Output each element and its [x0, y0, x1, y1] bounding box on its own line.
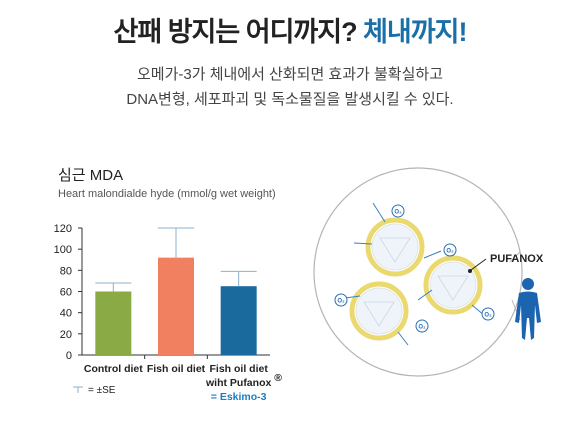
y-tick-label: 60	[60, 287, 72, 299]
o2-label-2: O₂	[446, 249, 454, 255]
o2-bubble-2: O₂	[443, 243, 457, 257]
x-category-label: Fish oil diet	[147, 363, 206, 375]
x-category-label: wiht Pufanox	[205, 377, 271, 389]
capsule-bottom	[349, 281, 409, 341]
description-line-2: DNA변형, 세포파괴 및 독소물질을 발생시킬 수 있다.	[126, 91, 454, 108]
x-category-label: Control diet	[84, 363, 143, 375]
y-tick-label: 0	[66, 350, 72, 362]
x-category-label: Fish oil diet	[209, 363, 268, 375]
chart-title: 심근 MDA	[58, 167, 124, 184]
arrow-6	[397, 331, 409, 346]
bar	[220, 286, 257, 355]
y-tick-label: 80	[60, 265, 72, 277]
zoom-circle	[313, 167, 523, 377]
o2-label-1: O₂	[394, 210, 402, 216]
bar	[158, 257, 194, 355]
eskimo-note: = Eskimo-3	[211, 391, 267, 403]
headline-main: 산패 방지는 어디까지?	[113, 17, 364, 47]
pufanox-label: PUFANOX	[490, 253, 544, 265]
y-tick-label: 120	[54, 223, 72, 235]
human-body-icon	[515, 278, 541, 340]
o2-arrows	[344, 202, 486, 346]
headline-accent: 체내까지!	[363, 17, 467, 47]
pufanox-pointer	[470, 258, 487, 271]
o2-bubble-4: O₂	[415, 319, 429, 333]
chart-y-label: Heart malondialde hyde (mmol/g wet weigh…	[58, 188, 276, 200]
arrow-1	[372, 202, 386, 223]
o2-bubble-1: O₂	[391, 204, 405, 218]
y-tick-label: 20	[60, 329, 72, 341]
o2-label-5: O₂	[484, 313, 492, 319]
o2-label-4: O₂	[418, 325, 426, 331]
y-tick-label: 40	[60, 308, 72, 320]
o2-bubble-3: O₂	[334, 293, 348, 307]
arrow-5	[344, 295, 361, 299]
capsule-right	[423, 255, 483, 315]
arrow-3	[423, 250, 442, 259]
o2-label-3: O₂	[337, 299, 345, 305]
description-line-1: 오메가-3가 체내에서 산화되면 효과가 불확실하고	[136, 66, 443, 83]
zoom-connector-top	[509, 251, 521, 263]
y-tick-label: 100	[54, 244, 72, 256]
arrow-4	[417, 289, 433, 301]
error-legend-label: = ±SE	[88, 385, 116, 396]
pufanox-pointer-dot	[468, 269, 472, 273]
arrow-2	[353, 242, 373, 245]
registered-mark: ®	[274, 372, 282, 384]
bar-chart: 0 20 40 60 80 100 120 Control diet Fish oil diet…	[54, 223, 283, 403]
description: 오메가-3가 체내에서 산화되면 효과가 불확실하고 DNA변형, 세포파괴 및…	[0, 62, 580, 112]
bar	[95, 291, 132, 355]
o2-bubble-5: O₂	[481, 307, 495, 321]
capsule-top	[365, 217, 425, 277]
headline: 산패 방지는 어디까지? 체내까지!	[0, 10, 580, 49]
